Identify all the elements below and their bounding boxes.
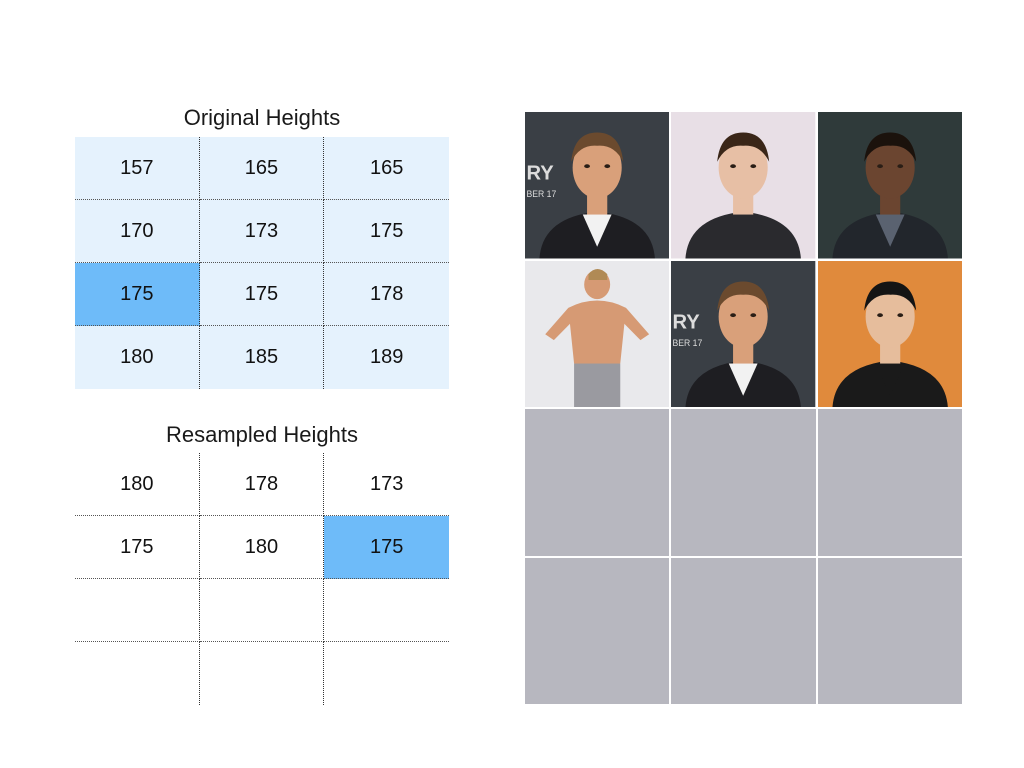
sign-subtext: BER 17	[673, 337, 703, 347]
empty-photo-slot	[525, 557, 670, 704]
sign-text: RY	[526, 162, 554, 184]
torso-photo-icon	[525, 260, 670, 407]
photo-grid: RY BER 17 RY BER 17	[525, 112, 962, 704]
table-cell: 189	[324, 326, 449, 389]
table-cell	[324, 579, 449, 642]
table-cell	[199, 579, 325, 642]
table-cell: 173	[199, 200, 325, 263]
table-cell: 175	[75, 263, 200, 326]
portrait-photo-icon	[817, 260, 962, 407]
table-cell: 178	[199, 453, 325, 516]
photo-tile	[525, 260, 670, 407]
table-cell: 185	[199, 326, 325, 389]
table-cell	[75, 579, 200, 642]
empty-photo-slot	[817, 409, 962, 556]
portrait-photo-icon: RY BER 17	[525, 112, 670, 259]
table-cell: 175	[75, 516, 200, 579]
sign-text: RY	[673, 311, 701, 333]
table-cell	[200, 642, 325, 705]
table-cell: 157	[75, 137, 200, 200]
table-cell: 180	[199, 516, 325, 579]
table-cell: 180	[75, 326, 200, 389]
empty-photo-slot	[671, 557, 816, 704]
resampled-heights-title: Resampled Heights	[166, 422, 358, 447]
table-cell: 165	[324, 137, 449, 200]
table-cell: 175	[324, 200, 449, 263]
table-cell: 175	[324, 516, 449, 579]
table-cell: 178	[324, 263, 449, 326]
portrait-photo-icon	[817, 112, 962, 259]
table-cell	[324, 642, 449, 705]
table-cell	[75, 642, 200, 705]
table-cell: 165	[199, 137, 325, 200]
sign-subtext: BER 17	[526, 189, 556, 199]
photo-tile: RY BER 17	[671, 260, 816, 407]
table-cell: 170	[75, 200, 200, 263]
original-heights-title: Original Heights	[183, 105, 341, 130]
resampled-heights-table: 180 178 173 175 180 175	[75, 453, 449, 705]
photo-tile	[671, 112, 816, 259]
empty-photo-slot	[671, 409, 816, 556]
photo-tile	[817, 112, 962, 259]
photo-tile: RY BER 17	[525, 112, 670, 259]
empty-photo-slot	[817, 557, 962, 704]
photo-tile	[817, 260, 962, 407]
table-cell: 175	[199, 263, 325, 326]
table-cell: 180	[75, 453, 200, 516]
table-cell: 173	[324, 453, 449, 516]
original-heights-table: 157 165 165 170 173 175 175 175 178 180 185 189	[75, 137, 449, 389]
portrait-photo-icon: RY BER 17	[671, 260, 816, 407]
empty-photo-slot	[525, 409, 670, 556]
portrait-photo-icon	[671, 112, 816, 259]
